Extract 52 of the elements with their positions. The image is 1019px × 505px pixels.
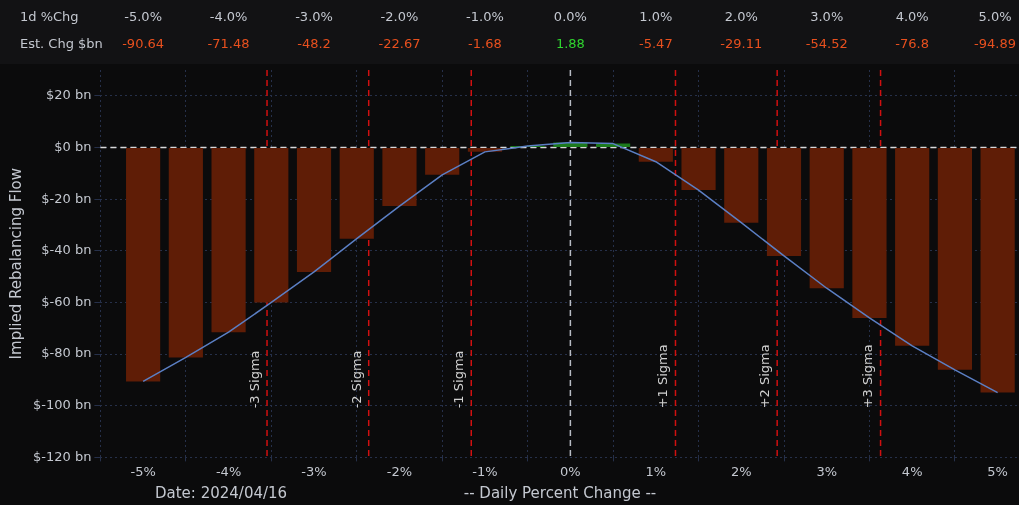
y-tick-label: $-20 bn (41, 190, 92, 206)
text: Date: 2024/04/16 (155, 483, 288, 502)
text: -1.0% (466, 9, 504, 25)
text: 1.0% (639, 9, 673, 25)
y-tick-label: $-120 bn (32, 448, 92, 464)
text: -76.8 (895, 36, 930, 52)
text: Est. Chg $bn (20, 36, 103, 52)
text: -54.52 (805, 36, 848, 52)
text: -48.2 (297, 36, 331, 52)
ref-line-label: +3 Sigma (860, 344, 876, 409)
ref-line-label: +2 Sigma (757, 344, 773, 409)
x-tick-label: 3% (816, 463, 838, 479)
ref-line-label: +1 Sigma (655, 344, 671, 409)
x-tick-label: -4% (215, 463, 242, 479)
x-tick-label: 1% (645, 463, 667, 479)
text: -71.48 (207, 36, 250, 52)
text: 3.0% (810, 9, 844, 25)
text: 4.0% (895, 9, 929, 25)
y-tick-label: $0 bn (54, 138, 92, 154)
text: 0.0% (553, 9, 587, 25)
x-axis-title: -- Daily Percent Change -- (463, 483, 657, 502)
text: -94.89 (974, 36, 1016, 52)
text: 5.0% (978, 9, 1012, 25)
y-tick-label: $-40 bn (41, 242, 92, 258)
y-tick-label: $-100 bn (32, 397, 92, 413)
text: -1.68 (468, 36, 502, 52)
x-tick-label: -1% (472, 463, 498, 479)
text: -5.47 (639, 36, 673, 52)
text: 1.88 (555, 36, 585, 52)
y-tick-label: $-80 bn (41, 345, 92, 361)
x-tick-label: 4% (901, 463, 923, 479)
text: -29.11 (720, 36, 763, 52)
y-tick-label: $20 bn (45, 87, 92, 103)
text: -22.67 (378, 36, 421, 52)
ref-line-label: -1 Sigma (451, 350, 467, 409)
text: 2.0% (724, 9, 758, 25)
text: 1d %Chg (20, 9, 79, 25)
x-tick-label: -5% (130, 463, 156, 479)
text: -5.0% (124, 9, 162, 25)
x-tick-label: 5% (987, 463, 1008, 479)
x-tick-label: -2% (386, 463, 413, 479)
text: -4.0% (209, 9, 248, 25)
x-tick-label: 2% (730, 463, 752, 479)
x-tick-label: 0% (560, 463, 581, 479)
text: -90.64 (122, 36, 165, 52)
ref-line-label: -3 Sigma (246, 350, 262, 409)
y-axis-title: Implied Rebalancing Flow (6, 167, 25, 360)
text: -3.0% (295, 9, 333, 25)
ref-line-label: -2 Sigma (348, 350, 364, 409)
text: -2.0% (380, 9, 419, 25)
x-tick-label: -3% (301, 463, 327, 479)
y-tick-label: $-60 bn (41, 293, 92, 309)
